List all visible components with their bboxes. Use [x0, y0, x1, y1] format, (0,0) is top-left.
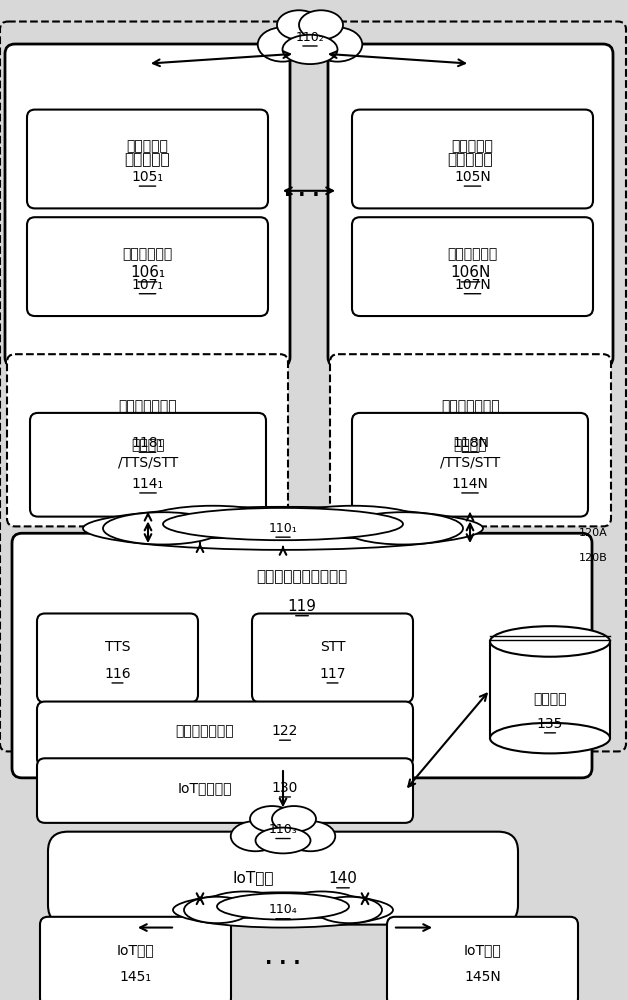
- Ellipse shape: [286, 821, 335, 851]
- Ellipse shape: [316, 897, 382, 923]
- Text: TTS: TTS: [105, 640, 130, 654]
- Ellipse shape: [283, 35, 337, 64]
- Text: 107₁: 107₁: [131, 278, 163, 292]
- Text: 120B: 120B: [579, 553, 608, 563]
- FancyBboxPatch shape: [352, 217, 593, 316]
- Ellipse shape: [343, 512, 463, 545]
- Text: 用户界面组件: 用户界面组件: [122, 247, 173, 261]
- Text: 118N: 118N: [452, 436, 489, 450]
- Text: 110₃: 110₃: [269, 823, 298, 836]
- Text: 106₁: 106₁: [130, 265, 165, 280]
- Text: . . .: . . .: [284, 181, 320, 200]
- Ellipse shape: [206, 891, 283, 918]
- FancyBboxPatch shape: [37, 758, 413, 823]
- Text: IoT设备: IoT设备: [117, 943, 154, 957]
- FancyBboxPatch shape: [7, 354, 288, 526]
- Ellipse shape: [277, 10, 321, 40]
- Ellipse shape: [277, 15, 343, 59]
- Ellipse shape: [143, 506, 283, 538]
- Bar: [490, 641, 610, 738]
- Text: 用户界面组件: 用户界面组件: [447, 247, 497, 261]
- FancyBboxPatch shape: [27, 110, 268, 208]
- Text: 118₁: 118₁: [131, 436, 164, 450]
- Ellipse shape: [103, 512, 223, 545]
- FancyBboxPatch shape: [37, 613, 198, 703]
- Text: 119: 119: [288, 599, 317, 614]
- FancyBboxPatch shape: [27, 217, 268, 316]
- Text: 客户端设备: 客户端设备: [448, 152, 494, 167]
- Ellipse shape: [313, 27, 362, 62]
- Text: 122: 122: [272, 724, 298, 738]
- Ellipse shape: [490, 626, 610, 657]
- Ellipse shape: [83, 507, 483, 550]
- Text: 存在传感器: 存在传感器: [452, 140, 494, 154]
- Text: 117: 117: [319, 667, 346, 681]
- FancyBboxPatch shape: [330, 354, 611, 526]
- Text: 116: 116: [104, 667, 131, 681]
- Text: 107N: 107N: [454, 278, 491, 292]
- Text: IoT通知引擎: IoT通知引擎: [178, 781, 232, 795]
- Text: 110₂: 110₂: [296, 31, 325, 44]
- Ellipse shape: [283, 891, 360, 918]
- Ellipse shape: [257, 27, 307, 62]
- Ellipse shape: [250, 806, 294, 832]
- FancyBboxPatch shape: [252, 613, 413, 703]
- Text: 110₁: 110₁: [269, 522, 298, 535]
- FancyBboxPatch shape: [40, 917, 231, 1000]
- Ellipse shape: [283, 506, 423, 538]
- Ellipse shape: [490, 723, 610, 753]
- Text: 106N: 106N: [450, 265, 490, 280]
- FancyBboxPatch shape: [12, 533, 592, 778]
- Ellipse shape: [299, 10, 343, 40]
- Ellipse shape: [256, 828, 310, 853]
- FancyBboxPatch shape: [352, 110, 593, 208]
- FancyBboxPatch shape: [352, 413, 588, 517]
- Text: 130: 130: [272, 781, 298, 795]
- Text: 105₁: 105₁: [131, 170, 163, 184]
- Text: 客户端设备: 客户端设备: [125, 152, 170, 167]
- FancyBboxPatch shape: [5, 44, 290, 367]
- Text: 自动助手客户端: 自动助手客户端: [441, 399, 500, 413]
- Ellipse shape: [272, 806, 316, 832]
- Text: 105N: 105N: [454, 170, 491, 184]
- Text: 140: 140: [328, 871, 357, 886]
- Text: 145N: 145N: [464, 970, 501, 984]
- Text: 145₁: 145₁: [119, 970, 151, 984]
- Ellipse shape: [230, 821, 280, 851]
- Text: . . .: . . .: [265, 949, 301, 968]
- FancyBboxPatch shape: [328, 44, 613, 367]
- Text: 114₁: 114₁: [132, 477, 164, 491]
- Ellipse shape: [173, 892, 393, 928]
- Text: 语音捕获: 语音捕获: [131, 438, 165, 452]
- Text: IoT系统: IoT系统: [232, 871, 274, 886]
- Text: 120A: 120A: [579, 528, 608, 538]
- Text: 基于云的自动助手组件: 基于云的自动助手组件: [256, 569, 348, 584]
- Text: 语音捕获: 语音捕获: [453, 438, 487, 452]
- Text: 用户信息: 用户信息: [533, 693, 566, 707]
- Text: STT: STT: [320, 640, 345, 654]
- Text: /TTS/STT: /TTS/STT: [118, 456, 178, 470]
- FancyBboxPatch shape: [387, 917, 578, 1000]
- Text: 存在传感器: 存在传感器: [127, 140, 168, 154]
- Text: /TTS/STT: /TTS/STT: [440, 456, 500, 470]
- Ellipse shape: [163, 508, 403, 540]
- Text: IoT设备: IoT设备: [463, 943, 501, 957]
- FancyBboxPatch shape: [30, 413, 266, 517]
- Ellipse shape: [217, 893, 349, 920]
- Ellipse shape: [184, 897, 250, 923]
- FancyBboxPatch shape: [48, 832, 518, 925]
- Text: 114N: 114N: [452, 477, 489, 491]
- Ellipse shape: [250, 810, 316, 849]
- Text: 自然语言处理器: 自然语言处理器: [176, 724, 234, 738]
- Text: 135: 135: [537, 717, 563, 731]
- Text: 自动助手客户端: 自动助手客户端: [118, 399, 177, 413]
- Text: 110₄: 110₄: [269, 903, 298, 916]
- FancyBboxPatch shape: [37, 702, 413, 766]
